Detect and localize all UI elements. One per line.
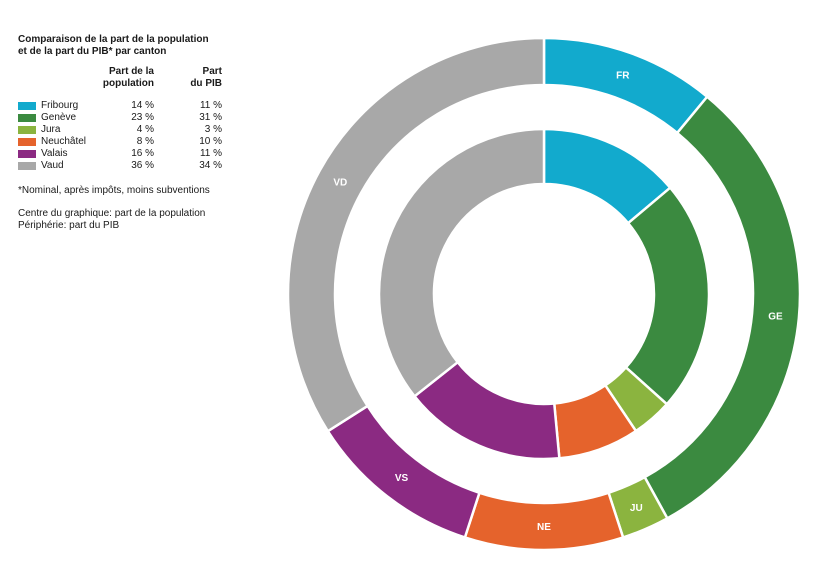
legend-pib-value: 11 % (199, 100, 222, 111)
legend-canton-name: Fribourg (41, 100, 79, 111)
legend-row: Neuchâtel 8 % 10 % (18, 136, 233, 148)
legend-canton-name: Valais (41, 148, 68, 159)
legend-row: Valais 16 % 11 % (18, 148, 233, 160)
ring-explanation-line1: Centre du graphique: part de la populati… (18, 208, 206, 219)
legend-row: Fribourg 14 % 11 % (18, 100, 233, 112)
legend-canton-name: Vaud (41, 160, 64, 171)
legend-panel: Comparaison de la part de la population … (18, 34, 233, 232)
legend-row: Jura 4 % 3 % (18, 124, 233, 136)
legend-population-value: 36 % (131, 160, 154, 171)
legend-pib-value: 31 % (199, 112, 222, 123)
legend-swatch (18, 150, 36, 158)
inner-ring-segment-ge (624, 185, 711, 406)
footnote: *Nominal, après impôts, moins subvention… (18, 185, 210, 196)
legend-population-value: 16 % (131, 148, 154, 159)
column-headers: Part de la population Part du PIB (18, 66, 233, 92)
legend-pib-value: 3 % (204, 124, 222, 135)
legend-pib-value: 10 % (199, 136, 222, 147)
legend-swatch (18, 138, 36, 146)
ring-explanation: Centre du graphique: part de la populati… (18, 208, 233, 232)
segment-label-ju: JU (630, 503, 643, 514)
chart-title: Comparaison de la part de la population … (18, 34, 233, 58)
inner-ring-segment-vd (377, 127, 546, 399)
legend-canton-name: Genève (41, 112, 77, 123)
pib-header-line1: Part (202, 66, 222, 77)
legend-row: Vaud 36 % 34 % (18, 160, 233, 172)
legend-row: Genève 23 % 31 % (18, 112, 233, 124)
chart-title-line2: et de la part du PIB* par canton (18, 46, 167, 57)
legend-canton-name: Jura (41, 124, 61, 135)
pib-column-header: Part du PIB (190, 66, 222, 90)
legend-rows: Fribourg 14 % 11 % Genève 23 % 31 % Jura 4 % 3 %… (18, 100, 233, 172)
pib-header-line2: du PIB (190, 78, 222, 89)
population-header-line1: Part de la (108, 66, 154, 77)
population-header-line2: population (102, 78, 154, 89)
outer-ring-segment-fr (542, 36, 709, 135)
segment-label-ne: NE (537, 522, 551, 533)
legend-population-value: 8 % (136, 136, 154, 147)
population-column-header: Part de la population (103, 66, 154, 90)
segment-label-vs: VS (395, 473, 409, 484)
chart-title-line1: Comparaison de la part de la population (18, 34, 209, 45)
legend-pib-value: 11 % (199, 148, 222, 159)
legend-population-value: 23 % (131, 112, 154, 123)
legend-pib-value: 34 % (199, 160, 222, 171)
outer-ring-segment-vd (286, 36, 546, 433)
segment-label-vd: VD (333, 178, 347, 189)
legend-population-value: 14 % (131, 100, 154, 111)
legend-population-value: 4 % (136, 124, 154, 135)
legend-swatch (18, 162, 36, 170)
segment-label-ge: GE (768, 311, 783, 322)
legend-canton-name: Neuchâtel (41, 136, 87, 147)
segment-label-fr: FR (616, 71, 630, 82)
legend-swatch (18, 126, 36, 134)
ring-explanation-line2: Périphérie: part du PIB (18, 220, 120, 231)
legend-swatch (18, 102, 36, 110)
legend-swatch (18, 114, 36, 122)
